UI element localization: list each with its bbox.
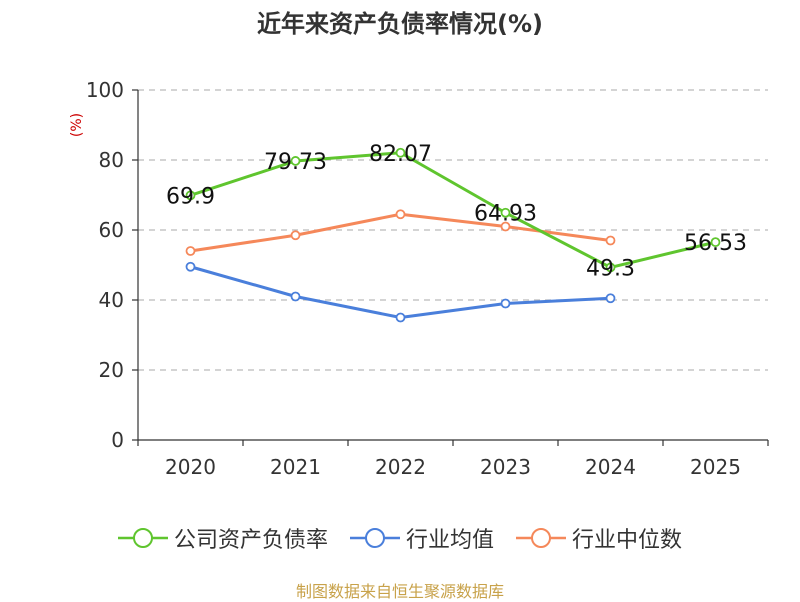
x-tick-label: 2021 — [270, 455, 321, 479]
data-point — [395, 147, 406, 158]
data-point — [290, 230, 301, 241]
legend-item: 行业均值 — [349, 522, 494, 554]
data-point — [290, 291, 301, 302]
series-line — [190, 151, 716, 269]
y-axis-unit-label: (%) — [69, 113, 85, 137]
legend-label: 行业中位数 — [572, 528, 683, 553]
legend-item: 行业中位数 — [516, 522, 682, 554]
y-tick-label: 100 — [86, 78, 124, 102]
chart-title: 近年来资产负债率情况(%) — [257, 10, 543, 38]
data-point — [395, 209, 406, 220]
data-point — [185, 190, 196, 201]
data-label: 69.9 — [166, 184, 215, 209]
data-point — [605, 235, 616, 246]
data-point — [500, 298, 511, 309]
legend-symbol — [117, 528, 168, 548]
legend-symbol — [349, 528, 400, 548]
y-tick-label: 80 — [99, 148, 124, 172]
legend-label: 公司资产负债率 — [173, 528, 328, 553]
x-tick-label: 2023 — [480, 455, 531, 479]
x-tick-label: 2024 — [585, 455, 636, 479]
data-point — [500, 221, 511, 232]
data-label: 82.07 — [369, 142, 432, 167]
legend-label: 行业均值 — [405, 528, 494, 553]
series-line — [190, 265, 611, 319]
data-point — [185, 246, 196, 256]
data-point — [605, 262, 616, 273]
data-label: 79.73 — [264, 150, 327, 175]
legend-symbol — [516, 528, 566, 548]
y-tick-label: 60 — [99, 218, 124, 242]
source-footer: 制图数据来自恒生聚源数据库 — [295, 582, 504, 601]
x-tick-label: 2025 — [690, 455, 741, 479]
data-point — [605, 293, 616, 304]
data-point — [185, 261, 196, 272]
legend-item: 公司资产负债率 — [117, 522, 328, 554]
data-point — [395, 312, 406, 323]
data-label: 56.53 — [684, 231, 747, 256]
y-tick-label: 0 — [111, 428, 124, 452]
chart-legend: 公司资产负债率 行业均值 行业中位数 — [0, 520, 800, 556]
series-line — [190, 212, 611, 253]
data-label: 64.93 — [474, 202, 537, 227]
data-label: 49.3 — [586, 256, 635, 281]
data-point — [710, 237, 721, 248]
line-chart: (%) 0 20 40 60 80 100 2020 2021 2022 2023 2024 2025… — [69, 78, 769, 479]
data-point — [500, 207, 511, 218]
data-point — [290, 156, 301, 166]
x-tick-label: 2022 — [375, 455, 426, 479]
y-tick-label: 40 — [99, 288, 124, 312]
x-tick-label: 2020 — [165, 455, 216, 479]
y-tick-label: 20 — [99, 358, 124, 382]
